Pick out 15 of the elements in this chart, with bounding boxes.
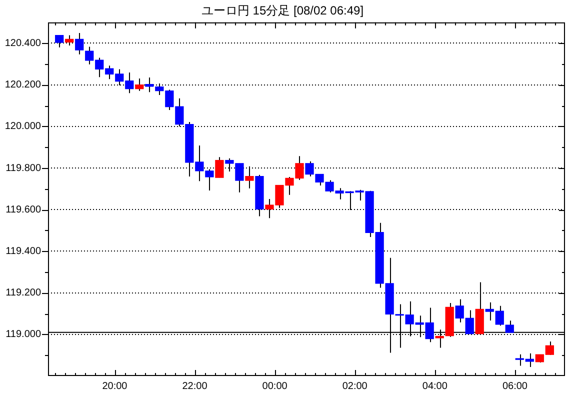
y-tick-label: 119.600 bbox=[6, 204, 42, 216]
x-tick-label: 04:00 bbox=[422, 380, 448, 392]
x-tick-label: 00:00 bbox=[262, 380, 288, 392]
y-tick-label: 120.000 bbox=[4, 121, 42, 132]
y-tick-label: 119.400 bbox=[6, 246, 42, 257]
x-tick-label: 02:00 bbox=[342, 380, 368, 392]
y-tick-label: 119.000 bbox=[6, 329, 42, 340]
y-tick-label: 119.200 bbox=[6, 288, 42, 299]
x-tick-label: 22:00 bbox=[182, 380, 208, 392]
y-tick-label: 120.200 bbox=[4, 80, 42, 91]
y-tick-label: 120.400 bbox=[4, 38, 42, 49]
chart-title: ユーロ円 15分足 [08/02 06:49] bbox=[201, 4, 364, 18]
y-tick-label: 119.800 bbox=[6, 162, 42, 174]
x-tick-label: 20:00 bbox=[102, 380, 128, 392]
x-tick-label: 06:00 bbox=[502, 380, 528, 392]
